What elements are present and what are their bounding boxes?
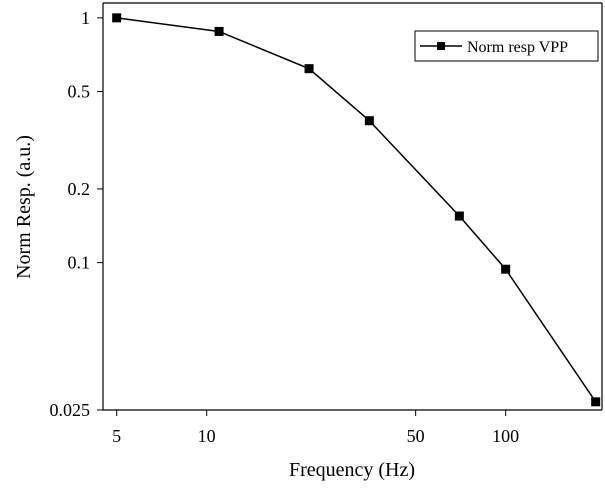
data-point-marker — [591, 397, 601, 407]
data-point-marker — [454, 211, 464, 221]
y-tick-label: 0.2 — [68, 179, 91, 199]
plot-area — [102, 2, 603, 411]
series-line — [116, 17, 597, 403]
legend-marker-square — [437, 42, 445, 50]
y-ticks: 0.025 0.1 0.2 0.5 1 — [50, 8, 103, 420]
legend: Norm resp VPP — [414, 30, 599, 62]
x-tick-label: 10 — [198, 426, 216, 446]
x-ticks: 5 10 50 100 — [112, 410, 519, 446]
legend-label: Norm resp VPP — [467, 39, 568, 56]
x-axis-title: Frequency (Hz) — [289, 459, 415, 481]
y-tick-label: 0.1 — [68, 253, 91, 273]
y-tick-label: 0.5 — [68, 82, 91, 102]
data-point-marker — [214, 26, 224, 36]
x-tick-label: 50 — [407, 426, 425, 446]
x-tick-label: 100 — [492, 426, 519, 446]
y-tick-label: 0.025 — [50, 400, 91, 420]
data-point-marker — [112, 13, 122, 23]
data-point-marker — [364, 116, 374, 126]
y-tick-label: 1 — [81, 8, 90, 28]
x-tick-label: 5 — [112, 426, 121, 446]
series-layer — [112, 13, 601, 407]
data-point-marker — [501, 264, 511, 274]
data-point-marker — [304, 64, 314, 74]
y-axis-title: Norm Resp. (a.u.) — [13, 135, 35, 279]
